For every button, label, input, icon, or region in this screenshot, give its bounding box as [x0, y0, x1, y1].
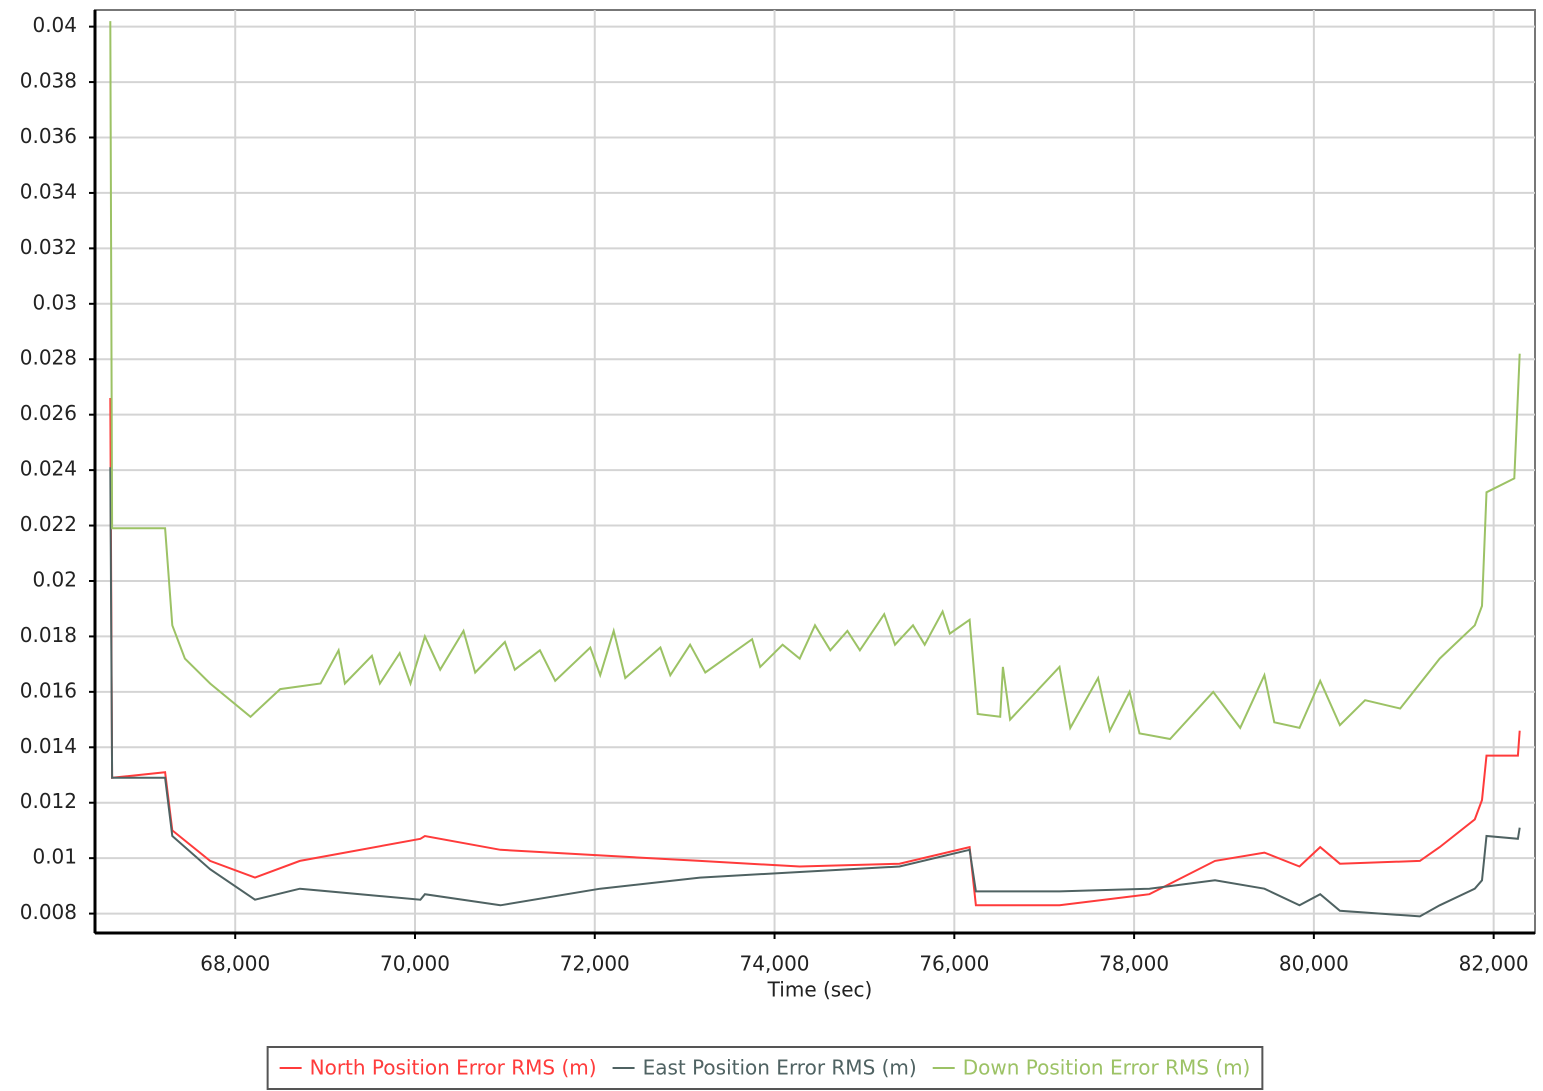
- legend-label: North Position Error RMS (m): [310, 1056, 597, 1080]
- y-tick-label: 0.022: [20, 512, 77, 536]
- y-tick-label: 0.016: [20, 678, 77, 702]
- y-tick-label: 0.032: [20, 235, 77, 259]
- series-line: [109, 467, 1521, 918]
- x-tick-label: 80,000: [1279, 952, 1349, 976]
- y-tick-label: 0.034: [20, 179, 77, 203]
- y-tick-label: 0.026: [20, 401, 77, 425]
- series-line: [109, 21, 1521, 741]
- x-tick-label: 78,000: [1099, 952, 1169, 976]
- legend-box: [266, 1046, 1264, 1090]
- y-tick-label: 0.038: [20, 69, 77, 93]
- x-axis-label: Time (sec): [767, 978, 873, 1002]
- x-tick-label: 74,000: [740, 952, 810, 976]
- y-tick-label: 0.018: [20, 623, 77, 647]
- y-tick-label: 0.02: [32, 567, 77, 591]
- y-tick-label: 0.024: [20, 457, 77, 481]
- y-tick-label: 0.028: [20, 346, 77, 370]
- x-tick-label: 72,000: [560, 952, 630, 976]
- x-tick-label: 68,000: [200, 952, 270, 976]
- legend: North Position Error RMS (m) East Positio…: [266, 1046, 1264, 1090]
- y-tick-label: 0.008: [20, 900, 77, 924]
- y-tick-label: 0.014: [20, 734, 77, 758]
- y-tick-label: 0.03: [32, 290, 77, 314]
- y-tick-label: 0.036: [20, 124, 77, 148]
- legend-label: East Position Error RMS (m): [643, 1056, 917, 1080]
- x-tick-label: 82,000: [1459, 952, 1529, 976]
- x-tick-label: 70,000: [380, 952, 450, 976]
- y-tick-label: 0.01: [32, 845, 77, 869]
- y-tick-label: 0.04: [32, 13, 77, 37]
- legend-label: Down Position Error RMS (m): [963, 1056, 1251, 1080]
- plot-frame: [94, 9, 1536, 934]
- y-tick-label: 0.012: [20, 789, 77, 813]
- x-tick-label: 76,000: [919, 952, 989, 976]
